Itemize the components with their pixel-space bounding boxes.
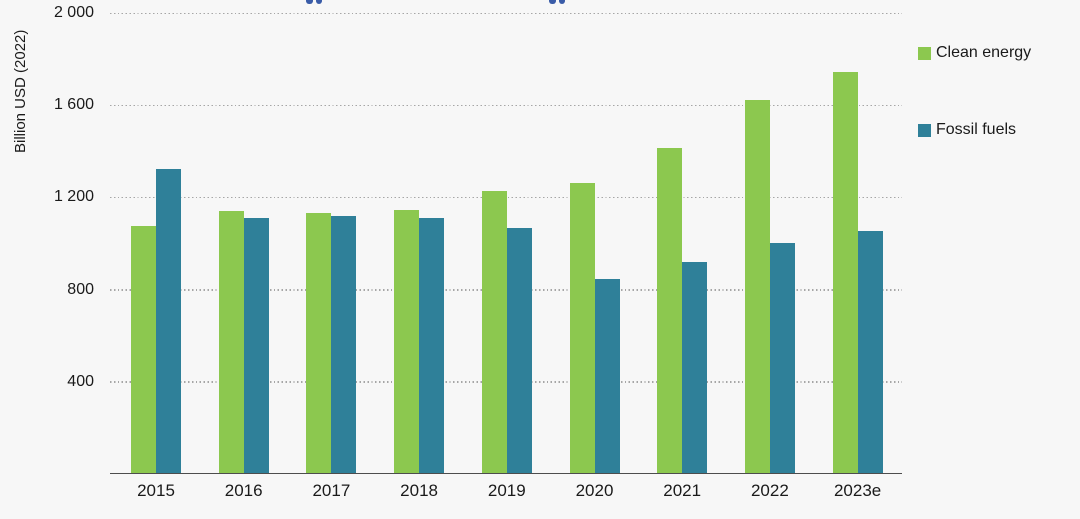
clipped-text-descender	[306, 0, 313, 4]
bar-fossil-fuels-2022	[769, 242, 795, 473]
x-axis-line	[110, 472, 902, 474]
bar-group-2017	[306, 13, 357, 474]
bar-clean-energy-2023e	[832, 71, 858, 473]
y-axis-title: Billion USD (2022)	[12, 29, 29, 153]
y-tick-label: 800	[67, 280, 94, 298]
clipped-text-descender	[559, 0, 565, 4]
y-tick-label: 2 000	[53, 4, 94, 21]
clean-energy-swatch-icon	[918, 46, 931, 60]
bar-clean-energy-2022	[744, 99, 770, 473]
x-axis-label-2023e: 2023e	[833, 481, 882, 500]
bar-group-2018	[394, 13, 445, 474]
x-axis-label-2022: 2022	[750, 481, 789, 500]
legend-item-fossil-fuels: Fossil fuels	[918, 121, 1016, 139]
clipped-text-descender	[549, 0, 556, 4]
bar-fossil-fuels-2021	[682, 262, 708, 473]
bar-clean-energy-2015	[131, 226, 156, 473]
bar-fossil-fuels-2018	[419, 218, 445, 473]
bar-fossil-fuels-2015	[156, 168, 181, 473]
x-axis-label-2017: 2017	[312, 481, 351, 500]
bar-group-2015	[131, 13, 181, 474]
bar-clean-energy-2019	[481, 190, 507, 473]
bar-clean-energy-2018	[394, 210, 420, 473]
bar-clean-energy-2021	[657, 148, 683, 473]
bar-clean-energy-2020	[569, 182, 595, 473]
y-tick-label: 1 600	[53, 96, 94, 114]
bar-group-2022	[744, 13, 795, 474]
x-axis-label-2019: 2019	[487, 481, 526, 500]
legend-label: Clean energy	[936, 44, 1032, 61]
bar-fossil-fuels-2023e	[857, 230, 883, 473]
fossil-fuels-swatch-icon	[918, 123, 931, 137]
legend-label: Fossil fuels	[936, 121, 1017, 138]
x-axis-label-2020: 2020	[575, 481, 614, 500]
y-tick-label: 400	[67, 372, 94, 390]
x-axis-label-2018: 2018	[400, 481, 438, 500]
bar-fossil-fuels-2020	[594, 279, 620, 473]
bar-clean-energy-2017	[306, 212, 332, 473]
bar-clean-energy-2016	[218, 211, 244, 473]
legend-item-clean-energy: Clean energy	[918, 44, 1031, 62]
bar-group-2016	[218, 13, 269, 474]
bar-group-2020	[569, 13, 620, 474]
plot-area	[110, 12, 902, 474]
bar-group-2023e	[832, 13, 883, 474]
bar-fossil-fuels-2019	[506, 227, 532, 473]
gridline-2000	[110, 12, 902, 14]
gridline-1600	[110, 104, 902, 107]
y-tick-label: 1 200	[53, 188, 94, 206]
x-axis-label-2021: 2021	[663, 481, 702, 500]
x-axis-label-2016: 2016	[224, 481, 263, 500]
bar-group-2021	[657, 13, 708, 474]
clipped-text-descender	[316, 0, 322, 4]
bar-fossil-fuels-2017	[331, 216, 357, 473]
x-axis-label-2015: 2015	[137, 481, 175, 500]
bar-group-2019	[481, 13, 532, 474]
bar-fossil-fuels-2016	[243, 218, 269, 473]
